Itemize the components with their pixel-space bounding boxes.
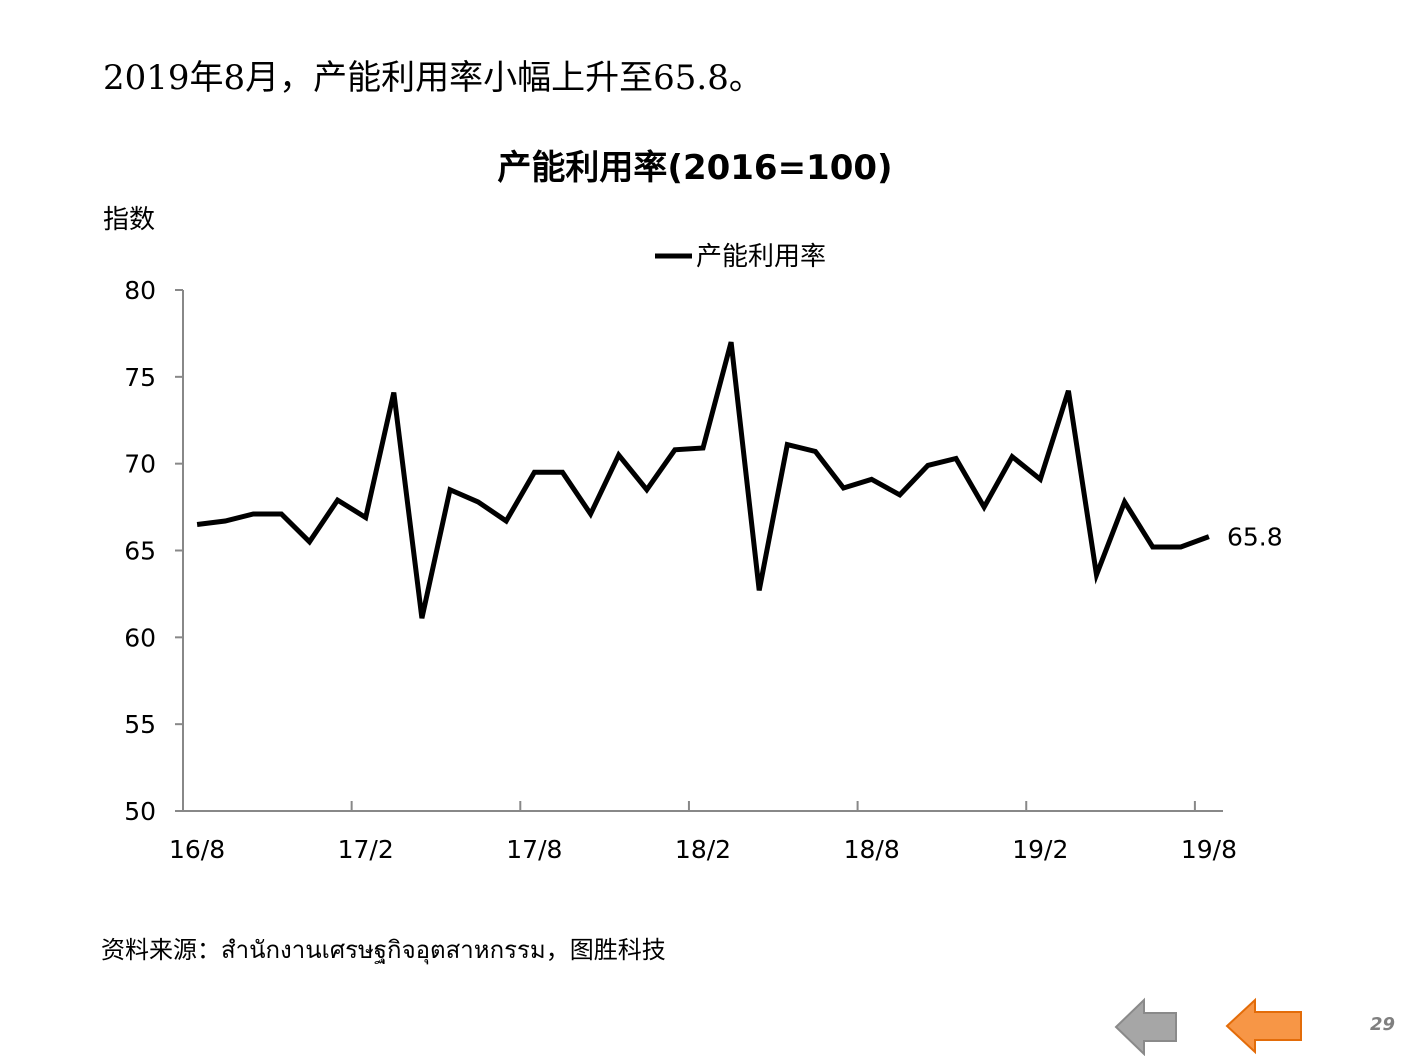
x-tick-label: 18/8: [844, 835, 900, 864]
slide-headline: 2019年8月，产能利用率小幅上升至65.8。: [103, 58, 763, 98]
legend-label: 产能利用率: [696, 242, 826, 272]
y-tick-label: 55: [124, 710, 156, 739]
x-tick-label: 19/2: [1012, 835, 1068, 864]
y-tick-label: 80: [124, 276, 156, 305]
forward-arrow-icon[interactable]: [1223, 996, 1307, 1056]
chart-legend: 产能利用率: [655, 242, 826, 272]
x-tick-label: 18/2: [675, 835, 731, 864]
y-tick-label: 70: [124, 450, 156, 479]
chart-title: 产能利用率(2016=100): [497, 148, 893, 188]
page-number: 29: [1370, 1014, 1396, 1035]
chart-plot-area: 65.8: [196, 341, 1283, 619]
y-tick-label: 75: [124, 363, 156, 392]
chart-axes: [182, 290, 1223, 812]
x-tick-label: 16/8: [169, 835, 225, 864]
x-tick-label: 19/8: [1181, 835, 1237, 864]
y-axis-unit-label: 指数: [103, 205, 156, 235]
chart-ticks: 50 55 60 65 70 75 80 16/8 17/2 17/8 18/2 18/8 19/2 19…: [124, 276, 1237, 864]
y-tick-label: 60: [124, 623, 156, 652]
back-arrow-icon[interactable]: [1112, 996, 1182, 1056]
x-tick-label: 17/2: [338, 835, 394, 864]
source-note: 资料来源：สำนักงานเศรษฐกิจอุตสาหกรรม，图胜科技: [101, 936, 666, 964]
end-data-label: 65.8: [1227, 523, 1283, 552]
series-line: [196, 341, 1210, 619]
y-tick-label: 65: [124, 537, 156, 566]
y-tick-label: 50: [124, 797, 156, 826]
x-tick-label: 17/8: [506, 835, 562, 864]
